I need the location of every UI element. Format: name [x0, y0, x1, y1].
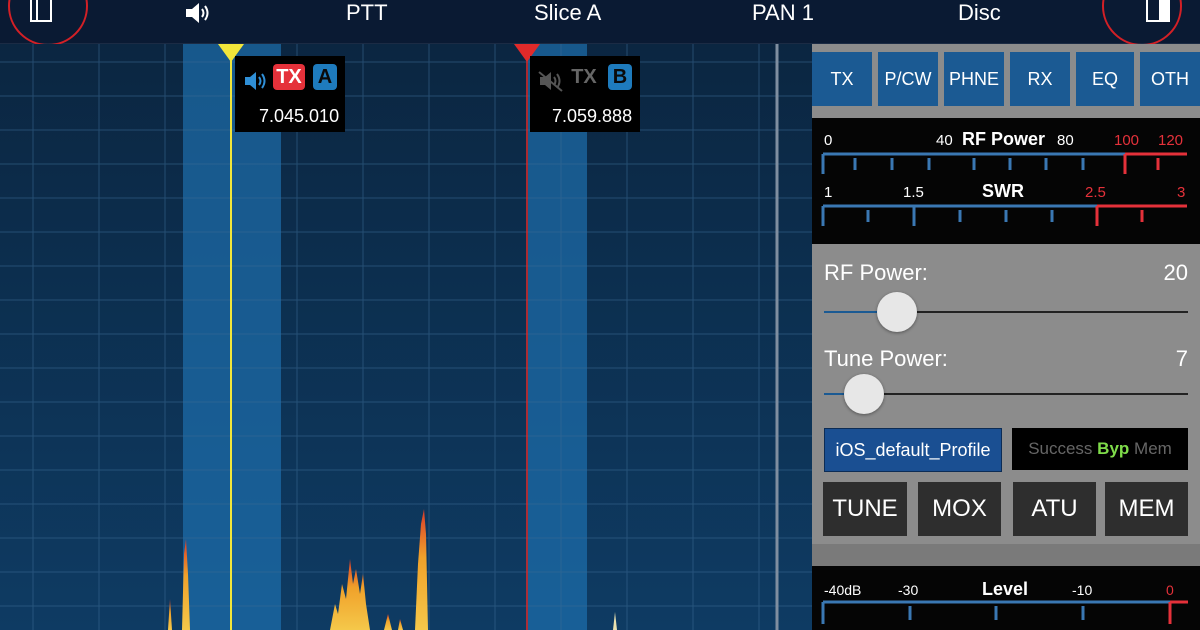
tx-meter-scales	[821, 152, 1187, 226]
swr-meter-scale-2-5: 2.5	[1085, 184, 1106, 201]
rf-meter-scale-40: 40	[936, 132, 953, 149]
atu-button[interactable]: ATU	[1013, 482, 1096, 536]
rf-power-value: 20	[1163, 260, 1188, 285]
tab-pcw[interactable]: P/CW	[878, 52, 938, 106]
tab-phne[interactable]: PHNE	[944, 52, 1004, 106]
rf-meter-scale-120: 120	[1158, 132, 1184, 149]
rf-meter-scale-80: 80	[1057, 132, 1074, 149]
slice-a-speaker-icon[interactable]	[243, 70, 271, 92]
tune-power-label: Tune Power:	[824, 346, 948, 371]
slice-b-marker-icon[interactable]	[514, 44, 540, 62]
slice-a-frequency[interactable]: 7.045.010	[259, 106, 340, 126]
rf-meter-scale-100: 100	[1114, 132, 1140, 149]
profile-button[interactable]: iOS_default_Profile	[824, 428, 1002, 472]
swr-meter-scale-3: 3	[1177, 184, 1186, 201]
atu-memory-label: Mem	[1134, 439, 1172, 458]
pan-selector[interactable]: PAN 1	[752, 0, 814, 25]
rf-meter-scale-0: 0	[824, 132, 833, 149]
signal-peak	[384, 614, 392, 630]
panel-divider	[812, 544, 1200, 566]
tab-rx[interactable]: RX	[1010, 52, 1070, 106]
slice-a-letter-badge: A	[313, 64, 337, 90]
signal-peak	[613, 612, 617, 630]
panadapter[interactable]: TX A 7.045.010 TX B 7.059.888	[0, 44, 812, 630]
slice-b-frequency[interactable]: 7.059.888	[552, 106, 633, 126]
level-scale-40: -40dB	[824, 582, 862, 598]
tune-button[interactable]: TUNE	[823, 482, 907, 536]
slice-a-tx-badge[interactable]: TX	[273, 64, 305, 90]
signal-cluster	[330, 559, 370, 630]
level-meter-title: Level	[982, 579, 1029, 599]
level-meter-scale	[821, 600, 1188, 624]
rf-power-slider-thumb[interactable]	[876, 292, 917, 332]
signal-peak	[182, 539, 190, 630]
slice-a-marker-icon[interactable]	[218, 44, 244, 62]
mem-button[interactable]: MEM	[1105, 482, 1188, 536]
slice-b-flag[interactable]: TX B 7.059.888	[530, 56, 640, 132]
signal-peak	[415, 509, 428, 630]
tx-meters: 0 40 RF Power 80 100 120	[812, 118, 1200, 244]
highlight-circle-right	[1102, 0, 1182, 46]
signal-peak	[168, 599, 172, 630]
mox-button[interactable]: MOX	[918, 482, 1001, 536]
rf-meter-ticks	[853, 158, 1085, 170]
ptt-label[interactable]: PTT	[346, 0, 388, 25]
swr-meter-title: SWR	[982, 181, 1024, 201]
slice-a-flag[interactable]: TX A 7.045.010	[235, 56, 345, 132]
tune-power-slider-thumb[interactable]	[844, 374, 884, 414]
tune-power-value: 7	[1175, 346, 1188, 371]
level-meter: -40dB -30 Level -10 0	[812, 566, 1200, 630]
rf-power-label: RF Power:	[824, 260, 928, 285]
swr-meter-ticks	[821, 206, 1054, 226]
tab-tx[interactable]: TX	[812, 52, 872, 106]
level-scale-30: -30	[898, 582, 919, 598]
level-scale-0: 0	[1166, 582, 1174, 598]
sidebar-left-icon[interactable]	[30, 0, 52, 22]
speaker-icon[interactable]	[184, 2, 214, 24]
disconnect-button[interactable]: Disc	[958, 0, 1001, 25]
signal-peak	[398, 619, 403, 630]
slice-b-letter-badge: B	[608, 64, 632, 90]
transmit-panel: TX P/CW PHNE RX EQ OTH 0 40 RF Power 80 …	[812, 44, 1200, 630]
slice-b-tx-badge[interactable]: TX	[571, 66, 597, 88]
rf-power-slider-fill	[824, 311, 897, 313]
slice-b-passband	[528, 44, 587, 630]
top-bar: PTT Slice A PAN 1 Disc	[0, 0, 1200, 46]
spectrum-display[interactable]	[0, 44, 812, 630]
atu-bypass-label: Byp	[1097, 439, 1130, 458]
swr-meter-scale-1: 1	[824, 184, 833, 201]
slice-b-muted-speaker-icon[interactable]	[538, 70, 566, 92]
tune-power-slider-track[interactable]	[824, 393, 1188, 395]
rf-meter-title: RF Power	[962, 129, 1046, 149]
spectrum-background	[0, 44, 812, 630]
atu-status: Success Byp Mem	[1012, 428, 1188, 470]
tab-oth[interactable]: OTH	[1140, 52, 1200, 106]
tab-eq[interactable]: EQ	[1076, 52, 1134, 106]
swr-meter-scale-1-5: 1.5	[903, 184, 924, 201]
rf-power-slider-track[interactable]	[824, 311, 1188, 313]
sidebar-right-icon[interactable]	[1146, 0, 1170, 22]
spectrum-grid	[0, 44, 812, 630]
level-scale-10: -10	[1072, 582, 1093, 598]
atu-success-label: Success	[1028, 439, 1093, 458]
slice-selector[interactable]: Slice A	[534, 0, 602, 25]
